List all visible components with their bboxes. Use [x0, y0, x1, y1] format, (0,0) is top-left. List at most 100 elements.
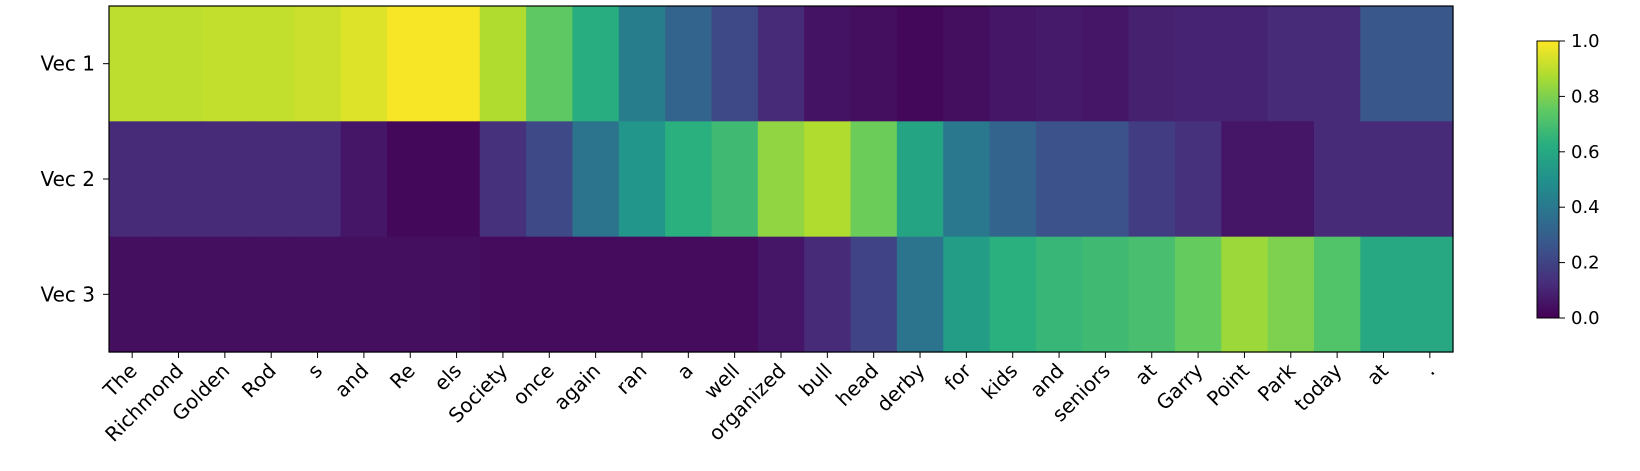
heatmap-cell	[340, 236, 388, 353]
heatmap-cell	[850, 121, 898, 238]
heatmap-cell	[248, 236, 295, 353]
heatmap-cell	[340, 6, 388, 122]
heatmap-cell	[1128, 6, 1176, 122]
heatmap-cell	[294, 121, 342, 238]
heatmap-cell	[1221, 6, 1269, 122]
heatmap-cell	[1221, 236, 1269, 353]
heatmap-cell	[1360, 6, 1408, 122]
row-label: Vec 1	[40, 52, 95, 76]
heatmap-cell	[711, 121, 759, 238]
column-label: ran	[611, 359, 651, 399]
row-axis: Vec 1 Vec 2 Vec 3	[40, 52, 109, 306]
heatmap-cell	[1406, 6, 1454, 122]
heatmap-cell	[1313, 236, 1361, 353]
heatmap-cell	[804, 121, 852, 238]
heatmap-cell	[1360, 121, 1408, 238]
heatmap-cell	[201, 121, 249, 238]
heatmap-cell	[109, 6, 156, 122]
heatmap-cell	[387, 236, 435, 353]
colorbar-ticks: 0.0 0.2 0.4 0.6 0.8 1.0	[1559, 31, 1600, 329]
heatmap-cell	[155, 6, 203, 122]
colorbar-tick-label: 0.6	[1571, 142, 1600, 163]
heatmap-cell	[201, 6, 249, 122]
heatmap-cell	[109, 236, 156, 353]
heatmap-cell	[433, 6, 481, 122]
colorbar-tick-label: 0.8	[1571, 86, 1600, 107]
colorbar-tick-label: 1.0	[1571, 31, 1600, 52]
heatmap-cell	[989, 236, 1037, 353]
heatmap-cell	[896, 121, 944, 238]
heatmap-cell	[896, 6, 944, 122]
heatmap-cell	[572, 6, 620, 122]
column-label: Garry	[1151, 358, 1207, 414]
heatmap-cell	[1035, 6, 1083, 122]
heatmap-cell	[711, 6, 759, 122]
column-label: a	[672, 359, 698, 385]
heatmap-cell	[665, 121, 713, 238]
heatmap-cell	[1082, 236, 1130, 353]
heatmap-cell	[155, 236, 203, 353]
heatmap-cell	[1360, 236, 1408, 353]
heatmap-cell	[248, 6, 295, 122]
heatmap-cell	[479, 121, 527, 238]
heatmap-cells	[109, 6, 1454, 353]
heatmap-cell	[850, 236, 898, 353]
colorbar: 0.0 0.2 0.4 0.6 0.8 1.0	[1536, 31, 1600, 329]
heatmap-cell	[1313, 6, 1361, 122]
heatmap-cell	[757, 236, 805, 353]
heatmap-cell	[1267, 236, 1315, 353]
heatmap-cell	[340, 121, 388, 238]
heatmap-cell	[1082, 121, 1130, 238]
column-label: for	[939, 358, 976, 395]
column-label: once	[508, 359, 559, 410]
column-label: at	[1362, 358, 1393, 389]
heatmap-cell	[294, 236, 342, 353]
column-label: today	[1289, 358, 1346, 415]
heatmap-cell	[1174, 121, 1222, 238]
heatmap-cell	[1406, 121, 1454, 238]
heatmap-cell	[943, 236, 991, 353]
heatmap-cell	[526, 6, 574, 122]
heatmap-cell	[433, 121, 481, 238]
heatmap-cell	[479, 6, 527, 122]
heatmap-cell	[1267, 6, 1315, 122]
heatmap-cell	[526, 121, 574, 238]
heatmap-cell	[1174, 6, 1222, 122]
column-label: again	[549, 359, 605, 415]
heatmap-cell	[1128, 121, 1176, 238]
colorbar-tick-label: 0.4	[1571, 197, 1600, 218]
heatmap-cell	[479, 236, 527, 353]
heatmap-cell	[433, 236, 481, 353]
heatmap-cell	[294, 6, 342, 122]
heatmap-cell	[1267, 121, 1315, 238]
heatmap-cell	[387, 121, 435, 238]
heatmap-cell	[989, 6, 1037, 122]
column-label: els	[429, 359, 466, 396]
heatmap-cell	[804, 236, 852, 353]
heatmap-cell	[665, 6, 713, 122]
heatmap-cell	[155, 121, 203, 238]
heatmap-cell	[109, 121, 156, 238]
heatmap-cell	[618, 121, 666, 238]
heatmap-cell	[1313, 121, 1361, 238]
heatmap-cell	[804, 6, 852, 122]
heatmap-cell	[572, 121, 620, 238]
heatmap-cell	[1174, 236, 1222, 353]
heatmap-cell	[387, 6, 435, 122]
heatmap-cell	[572, 236, 620, 353]
heatmap-cell	[896, 236, 944, 353]
heatmap-cell	[989, 121, 1037, 238]
column-label: s	[303, 359, 327, 383]
heatmap-cell	[1035, 236, 1083, 353]
colorbar-tick-label: 0.2	[1571, 253, 1600, 274]
heatmap-cell	[1406, 236, 1454, 353]
column-label: and	[330, 359, 374, 403]
heatmap-cell	[1128, 236, 1176, 353]
column-label: kids	[977, 359, 1022, 404]
column-label: at	[1130, 358, 1161, 389]
heatmap-cell	[201, 236, 249, 353]
column-label: Re	[385, 359, 420, 394]
heatmap-cell	[618, 6, 666, 122]
